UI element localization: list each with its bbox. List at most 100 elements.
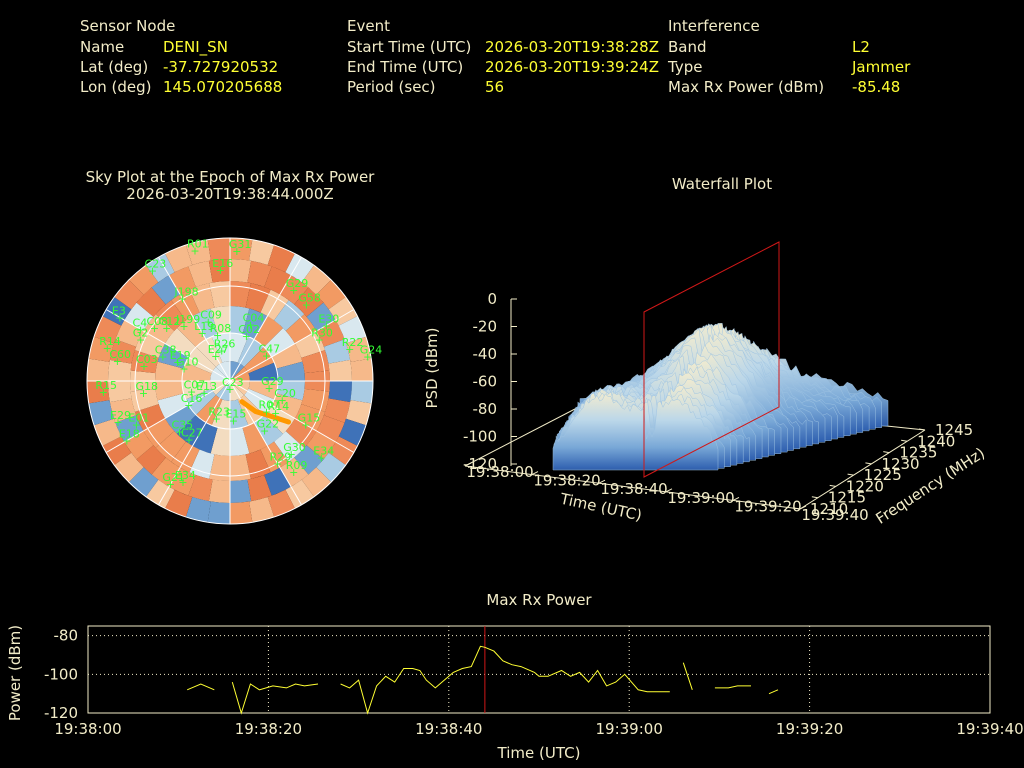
sky-tile — [165, 489, 193, 518]
satellite-label: R09 — [286, 459, 308, 472]
satellite-label: E01 — [128, 412, 149, 425]
waterfall-freq-tick-label: 1210 — [810, 500, 848, 518]
sky-tile — [143, 314, 175, 344]
satellite-marker: + — [103, 342, 112, 355]
sky-tile — [294, 445, 324, 475]
sky-tile — [350, 358, 373, 381]
max-rx-chart-xlabel: Time (UTC) — [497, 744, 581, 762]
sky-tile — [274, 431, 305, 462]
satellite-marker: + — [99, 386, 108, 399]
sky-tile — [136, 445, 166, 475]
sky-tile — [143, 418, 175, 448]
sky-tile — [230, 306, 250, 335]
name-label: Name — [80, 38, 125, 56]
satellite-label: C35 — [171, 419, 193, 432]
sky-tile — [230, 333, 249, 363]
waterfall-freq-tick-label: 1230 — [881, 455, 919, 473]
sky-tile — [192, 422, 218, 454]
satellite-marker: + — [136, 333, 145, 346]
satellite-marker: + — [242, 330, 251, 343]
waterfall-freq-tick-label: 1245 — [935, 421, 973, 439]
sky-plot-tiles — [87, 238, 373, 524]
sky-azimuth-line — [158, 256, 231, 382]
satellite-label: C16 — [181, 392, 203, 405]
satellite-marker: + — [265, 382, 274, 395]
max-rx-chart-xtick-label: 19:39:20 — [776, 720, 843, 738]
satellite-label: R29 — [270, 451, 292, 464]
satellite-label: G24 — [360, 344, 383, 357]
sky-tile — [338, 316, 367, 344]
sky-tile — [176, 414, 206, 446]
sky-tile — [263, 327, 295, 357]
waterfall-freq-tick — [865, 462, 872, 465]
satellite-label: E29 — [110, 409, 131, 422]
sky-tile — [155, 361, 184, 381]
satellite-marker: + — [187, 385, 196, 398]
lat-label: Lat (deg) — [80, 58, 149, 76]
satellite-marker: + — [260, 424, 269, 437]
satellite-label: R01 — [187, 238, 209, 251]
satellite-label: C02 — [238, 323, 260, 336]
sky-tile — [264, 467, 291, 496]
sky-plot-grid — [86, 237, 374, 525]
sky-tile — [215, 381, 230, 401]
satellite-label: C23 — [222, 376, 244, 389]
satellite-marker: + — [246, 318, 255, 331]
sky-tile — [264, 266, 291, 295]
satellite-marker: + — [162, 322, 171, 335]
sky-tile — [155, 381, 184, 401]
band-value: L2 — [852, 38, 870, 56]
waterfall-zlabel: PSD (dBm) — [423, 327, 441, 408]
sky-plot-subtitle: 2026-03-20T19:38:44.000Z — [126, 185, 333, 203]
sky-tile — [230, 259, 252, 283]
sky-tile — [136, 287, 166, 317]
satellite-label: R07 — [259, 399, 281, 412]
sky-tile — [254, 414, 284, 446]
sky-tile — [248, 381, 278, 400]
satellite-label: E15 — [225, 408, 246, 421]
satellite-marker: + — [150, 322, 159, 335]
max-rx-chart-ytick-label: -80 — [54, 627, 79, 645]
sky-azimuth-line — [105, 380, 231, 453]
satellite-marker: + — [139, 387, 148, 400]
waterfall-freq-tick — [793, 507, 801, 510]
satellite-marker: + — [302, 299, 311, 312]
sky-tile — [242, 422, 268, 454]
sky-azimuth-line — [229, 380, 355, 453]
sky-tile — [185, 497, 211, 523]
satellite-marker: + — [225, 383, 234, 396]
sky-tile — [182, 381, 212, 400]
satellite-label: C12 — [159, 315, 181, 328]
sky-tile — [155, 431, 186, 462]
satellite-marker: + — [122, 435, 131, 448]
satellite-marker: + — [190, 245, 199, 258]
sky-tile — [271, 343, 303, 369]
satellite-marker: + — [317, 452, 326, 465]
sky-tile — [130, 350, 159, 374]
sky-tile — [196, 336, 223, 367]
sky-tile — [169, 266, 196, 295]
satellite-marker: + — [322, 319, 331, 332]
sky-tile — [171, 289, 200, 321]
sky-tile — [88, 336, 114, 362]
satellite-marker: + — [166, 478, 175, 491]
sky-tile — [134, 331, 166, 358]
waterfall-freq-axis — [799, 429, 926, 510]
satellite-marker: + — [287, 448, 296, 461]
sky-tile — [316, 415, 345, 442]
sky-tile — [189, 283, 215, 313]
max-rx-value: -85.48 — [852, 78, 901, 96]
sky-tile — [230, 381, 250, 396]
satellite-marker: + — [158, 351, 167, 364]
sky-tile — [267, 244, 295, 273]
waterfall-z-tick-label: -100 — [463, 428, 497, 446]
start-time-label: Start Time (UTC) — [347, 38, 472, 56]
sky-tile — [165, 327, 197, 357]
sky-tile — [189, 449, 215, 479]
satellite-label: G29 — [286, 277, 309, 290]
satellite-marker: + — [132, 419, 141, 432]
satellite-label: R08 — [210, 322, 232, 335]
max-rx-chart-ytick-label: -100 — [44, 665, 78, 683]
sky-tile — [249, 497, 275, 523]
